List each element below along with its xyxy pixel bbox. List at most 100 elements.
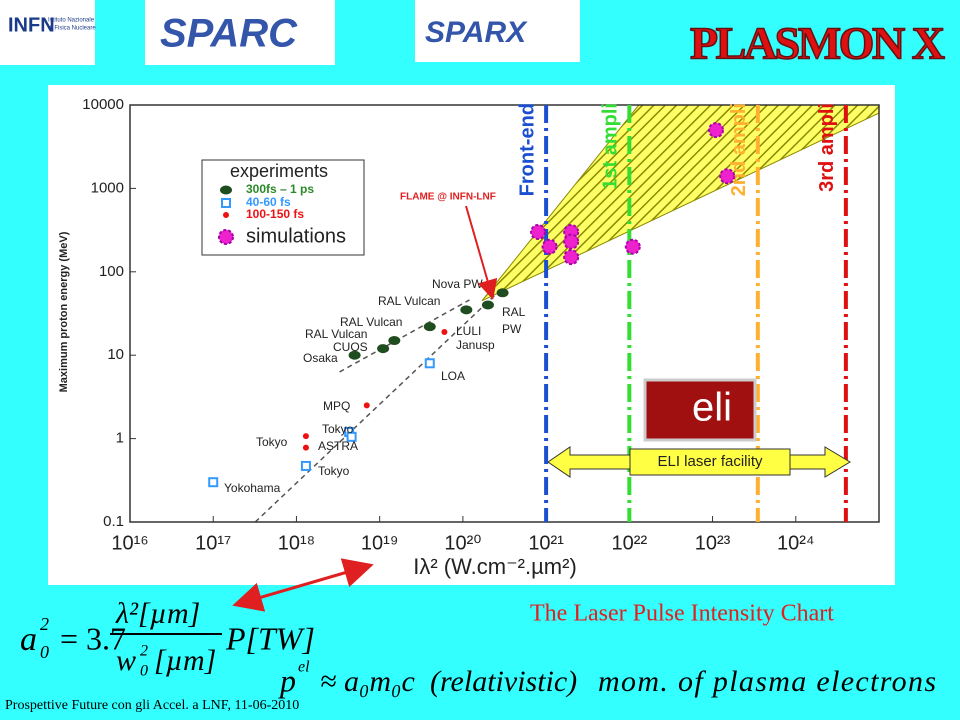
legend-label: 40-60 fs — [246, 195, 291, 209]
x-tick-label: 10¹⁷ — [195, 532, 231, 554]
logo-text: INFN — [8, 14, 55, 36]
caption: The Laser Pulse Intensity Chart — [530, 601, 834, 627]
data-point — [496, 288, 509, 298]
legend-label: simulations — [246, 225, 346, 247]
facility-line-label: Front-end — [516, 103, 538, 196]
point-label: Tokyo — [322, 422, 354, 436]
data-point — [377, 344, 390, 354]
logo-text: PLASMON X — [690, 18, 945, 69]
point-label: Tokyo — [318, 464, 350, 478]
point-label: LULI — [456, 324, 481, 338]
y-tick-label: 0.1 — [103, 513, 124, 530]
data-point — [388, 336, 401, 346]
point-label: Osaka — [303, 351, 338, 365]
data-point — [563, 233, 580, 250]
flame-arrow — [465, 205, 498, 300]
x-tick-label: 10²⁰ — [444, 532, 481, 554]
point-label: RAL — [502, 305, 526, 319]
legend-label: 300fs – 1 ps — [246, 182, 314, 196]
data-point — [624, 238, 641, 255]
sparx-logo — [415, 0, 580, 62]
x-tick-label: 10²¹ — [528, 532, 564, 554]
formula-part: el — [298, 659, 310, 676]
formula-part: 2 — [140, 643, 148, 660]
data-point — [708, 122, 725, 139]
point-label: MPQ — [323, 399, 350, 413]
flame-label: FLAME @ INFN-LNF — [400, 192, 496, 203]
point-label: ASTRA — [318, 439, 358, 453]
formula-part: 0 — [140, 663, 148, 680]
sparc-logo — [145, 0, 335, 65]
point-label: LOA — [441, 369, 465, 383]
data-point — [302, 444, 309, 451]
point-label: PW — [502, 322, 522, 336]
data-point — [348, 350, 361, 360]
point-label: Nova PW — [432, 277, 483, 291]
eli-logo — [643, 378, 757, 442]
formula-part: = 3.7 — [60, 620, 126, 656]
data-point — [530, 224, 547, 241]
data-point — [460, 305, 473, 315]
point-label: CUOS — [333, 340, 368, 354]
formula-part: a — [20, 621, 37, 658]
footer: Prospettive Future con gli Accel. a LNF,… — [5, 698, 299, 713]
legend-marker — [223, 212, 229, 218]
infn-logo — [0, 0, 95, 65]
y-tick-label: 1000 — [91, 179, 124, 196]
logo-text: Istituto Nazionale — [48, 18, 95, 24]
formula-part: p — [278, 662, 296, 698]
data-point — [302, 433, 309, 440]
pointer-arrow — [232, 558, 374, 612]
facility-line-label: 1st ampli — [600, 103, 622, 190]
point-label: RAL Vulcan — [378, 294, 440, 308]
trend-line — [254, 289, 501, 523]
y-tick-label: 10 — [107, 346, 124, 363]
data-point — [208, 477, 219, 488]
data-point — [441, 328, 448, 335]
x-axis-label: Iλ² (W.cm⁻².µm²) — [413, 554, 577, 579]
y-axis-label: Maximum proton energy (MeV) — [58, 231, 70, 392]
legend-marker — [221, 198, 231, 208]
data-point — [481, 300, 494, 310]
point-label: Janusp — [456, 338, 495, 352]
formula-part: w — [116, 644, 136, 677]
y-tick-label: 10000 — [82, 96, 124, 113]
formula-part: [µm] — [154, 644, 216, 677]
formula-part: P[TW] — [225, 620, 315, 656]
formula-part: 0 — [40, 642, 49, 662]
data-point — [563, 249, 580, 266]
x-tick-label: 10²³ — [695, 532, 731, 554]
logo-text: SPARX — [425, 16, 528, 49]
facility-label: ELI laser facility — [657, 453, 763, 470]
logo-text: di Fisica Nucleare — [48, 26, 96, 32]
x-tick-label: 10¹⁸ — [278, 532, 315, 554]
legend-label: 100-150 fs — [246, 207, 304, 221]
legend-marker — [218, 229, 234, 245]
logo-text: SPARC — [160, 12, 298, 56]
x-tick-label: 10¹⁹ — [361, 532, 398, 554]
x-tick-label: 10²² — [612, 532, 648, 554]
formula-part: (relativistic) — [430, 665, 577, 698]
facility-box — [629, 448, 791, 476]
facility-line-label: 3rd ampli — [816, 103, 838, 192]
legend-marker — [220, 185, 232, 195]
point-label: Tokyo — [256, 435, 288, 449]
y-tick-label: 1 — [116, 430, 124, 447]
data-point — [719, 168, 736, 185]
point-label: RAL Vulcan — [305, 327, 367, 341]
point-label: RAL Vulcan — [340, 315, 402, 329]
legend-title: experiments — [230, 161, 328, 181]
data-point — [424, 358, 435, 369]
y-tick-label: 100 — [99, 263, 124, 280]
plot: 0.1 1 10 100 1000 10000 10¹⁶ 10¹⁷ 10¹⁸ 10¹⁹ 10²⁰ 10… — [58, 96, 880, 579]
trend-line — [339, 299, 470, 373]
point-label: Yokohama — [224, 481, 281, 495]
x-tick-label: 10¹⁶ — [111, 532, 148, 554]
formula-part: 2 — [40, 614, 49, 634]
data-point — [423, 322, 436, 332]
x-tick-label: 10²⁴ — [777, 532, 815, 554]
data-point — [363, 402, 370, 409]
data-point — [346, 431, 357, 442]
